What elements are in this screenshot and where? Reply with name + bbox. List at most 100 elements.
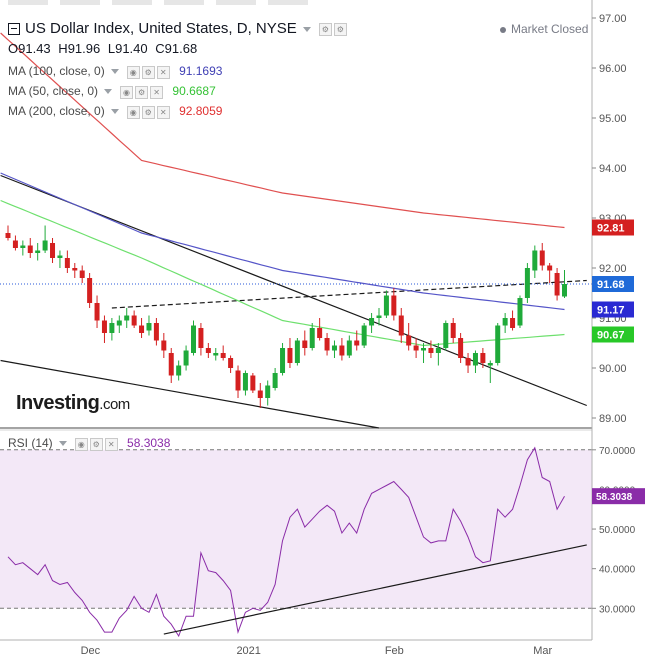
- candle[interactable]: [153, 323, 159, 341]
- candle[interactable]: [272, 373, 278, 388]
- chevron-down-icon[interactable]: [58, 441, 67, 447]
- candle[interactable]: [480, 353, 486, 363]
- candle[interactable]: [495, 325, 501, 364]
- candle[interactable]: [257, 390, 263, 399]
- candle[interactable]: [242, 373, 248, 391]
- indicator-ma100[interactable]: MA (100, close, 0) ◉ ⚙ ✕ 91.1693: [8, 64, 222, 79]
- gear-icon[interactable]: ⚙: [333, 23, 347, 37]
- candle[interactable]: [235, 370, 241, 391]
- visibility-icon[interactable]: ◉: [120, 85, 134, 99]
- chevron-down-icon[interactable]: [302, 26, 311, 32]
- candle[interactable]: [517, 298, 523, 326]
- collapse-icon[interactable]: [8, 23, 20, 36]
- candle[interactable]: [532, 250, 538, 271]
- candle[interactable]: [228, 358, 234, 368]
- candle[interactable]: [376, 315, 382, 319]
- candle[interactable]: [176, 365, 182, 376]
- candle[interactable]: [331, 345, 337, 351]
- indicator-ma200[interactable]: MA (200, close, 0) ◉ ⚙ ✕ 92.8059: [8, 104, 222, 119]
- settings-icon[interactable]: ⚙: [89, 437, 103, 451]
- candle[interactable]: [309, 328, 315, 348]
- close-icon[interactable]: ✕: [104, 437, 118, 451]
- candle[interactable]: [139, 325, 145, 334]
- candle[interactable]: [413, 345, 419, 351]
- settings-icon[interactable]: ⚙: [318, 23, 332, 37]
- candle[interactable]: [391, 295, 397, 316]
- candle[interactable]: [428, 348, 434, 353]
- candle[interactable]: [547, 265, 553, 271]
- visibility-icon[interactable]: ◉: [74, 437, 88, 451]
- candle[interactable]: [205, 348, 211, 353]
- candle[interactable]: [94, 303, 100, 321]
- candle[interactable]: [109, 323, 115, 333]
- candle[interactable]: [450, 323, 456, 338]
- candle[interactable]: [280, 348, 286, 373]
- settings-icon[interactable]: ⚙: [141, 105, 155, 119]
- candle[interactable]: [435, 348, 441, 353]
- candle[interactable]: [131, 315, 137, 326]
- candle[interactable]: [562, 284, 567, 297]
- candle[interactable]: [302, 340, 308, 349]
- candle[interactable]: [487, 363, 493, 366]
- candle[interactable]: [116, 320, 122, 326]
- candle[interactable]: [369, 318, 375, 326]
- candle[interactable]: [42, 240, 48, 251]
- candle[interactable]: [294, 340, 300, 364]
- candle[interactable]: [406, 335, 412, 346]
- candle[interactable]: [458, 338, 464, 358]
- candle[interactable]: [198, 328, 204, 348]
- close-icon[interactable]: ✕: [150, 85, 164, 99]
- candle[interactable]: [324, 338, 330, 351]
- candle[interactable]: [12, 240, 18, 249]
- candle[interactable]: [191, 325, 196, 354]
- candle[interactable]: [361, 325, 367, 346]
- close-icon[interactable]: ✕: [156, 105, 170, 119]
- candle[interactable]: [101, 320, 107, 334]
- candle[interactable]: [183, 350, 189, 366]
- candle[interactable]: [35, 250, 41, 254]
- candle[interactable]: [64, 258, 70, 268]
- candle[interactable]: [383, 295, 389, 316]
- visibility-icon[interactable]: ◉: [126, 65, 140, 79]
- indicator-rsi[interactable]: RSI (14) ◉ ⚙ ✕ 58.3038: [8, 436, 170, 451]
- candle[interactable]: [539, 250, 545, 266]
- candle[interactable]: [250, 375, 256, 391]
- candle[interactable]: [287, 348, 293, 363]
- settings-icon[interactable]: ⚙: [141, 65, 155, 79]
- candle[interactable]: [50, 243, 56, 258]
- settings-icon[interactable]: ⚙: [135, 85, 149, 99]
- candle[interactable]: [554, 273, 560, 296]
- candle[interactable]: [20, 245, 26, 249]
- candle[interactable]: [524, 268, 530, 298]
- candle[interactable]: [398, 315, 404, 336]
- candles[interactable]: [5, 225, 568, 409]
- chevron-down-icon[interactable]: [104, 89, 113, 95]
- candle[interactable]: [213, 353, 219, 356]
- candle[interactable]: [346, 340, 352, 356]
- chevron-down-icon[interactable]: [110, 69, 119, 75]
- visibility-icon[interactable]: ◉: [126, 105, 140, 119]
- candle[interactable]: [317, 328, 323, 338]
- candle[interactable]: [354, 340, 360, 346]
- candle[interactable]: [79, 270, 85, 279]
- candle[interactable]: [465, 358, 471, 366]
- candle[interactable]: [27, 245, 33, 254]
- candle[interactable]: [510, 318, 516, 328]
- candle[interactable]: [472, 353, 478, 366]
- candle[interactable]: [146, 323, 152, 331]
- candle[interactable]: [72, 268, 78, 271]
- candle[interactable]: [443, 323, 449, 348]
- candle[interactable]: [339, 345, 345, 356]
- candle[interactable]: [265, 385, 271, 399]
- candle[interactable]: [5, 233, 11, 238]
- close-icon[interactable]: ✕: [156, 65, 170, 79]
- candle[interactable]: [87, 278, 93, 303]
- candle[interactable]: [168, 353, 174, 376]
- candle[interactable]: [161, 340, 167, 351]
- candle[interactable]: [502, 318, 508, 326]
- chevron-down-icon[interactable]: [110, 109, 119, 115]
- candle[interactable]: [57, 255, 63, 259]
- candle[interactable]: [124, 315, 130, 321]
- candle[interactable]: [421, 348, 427, 351]
